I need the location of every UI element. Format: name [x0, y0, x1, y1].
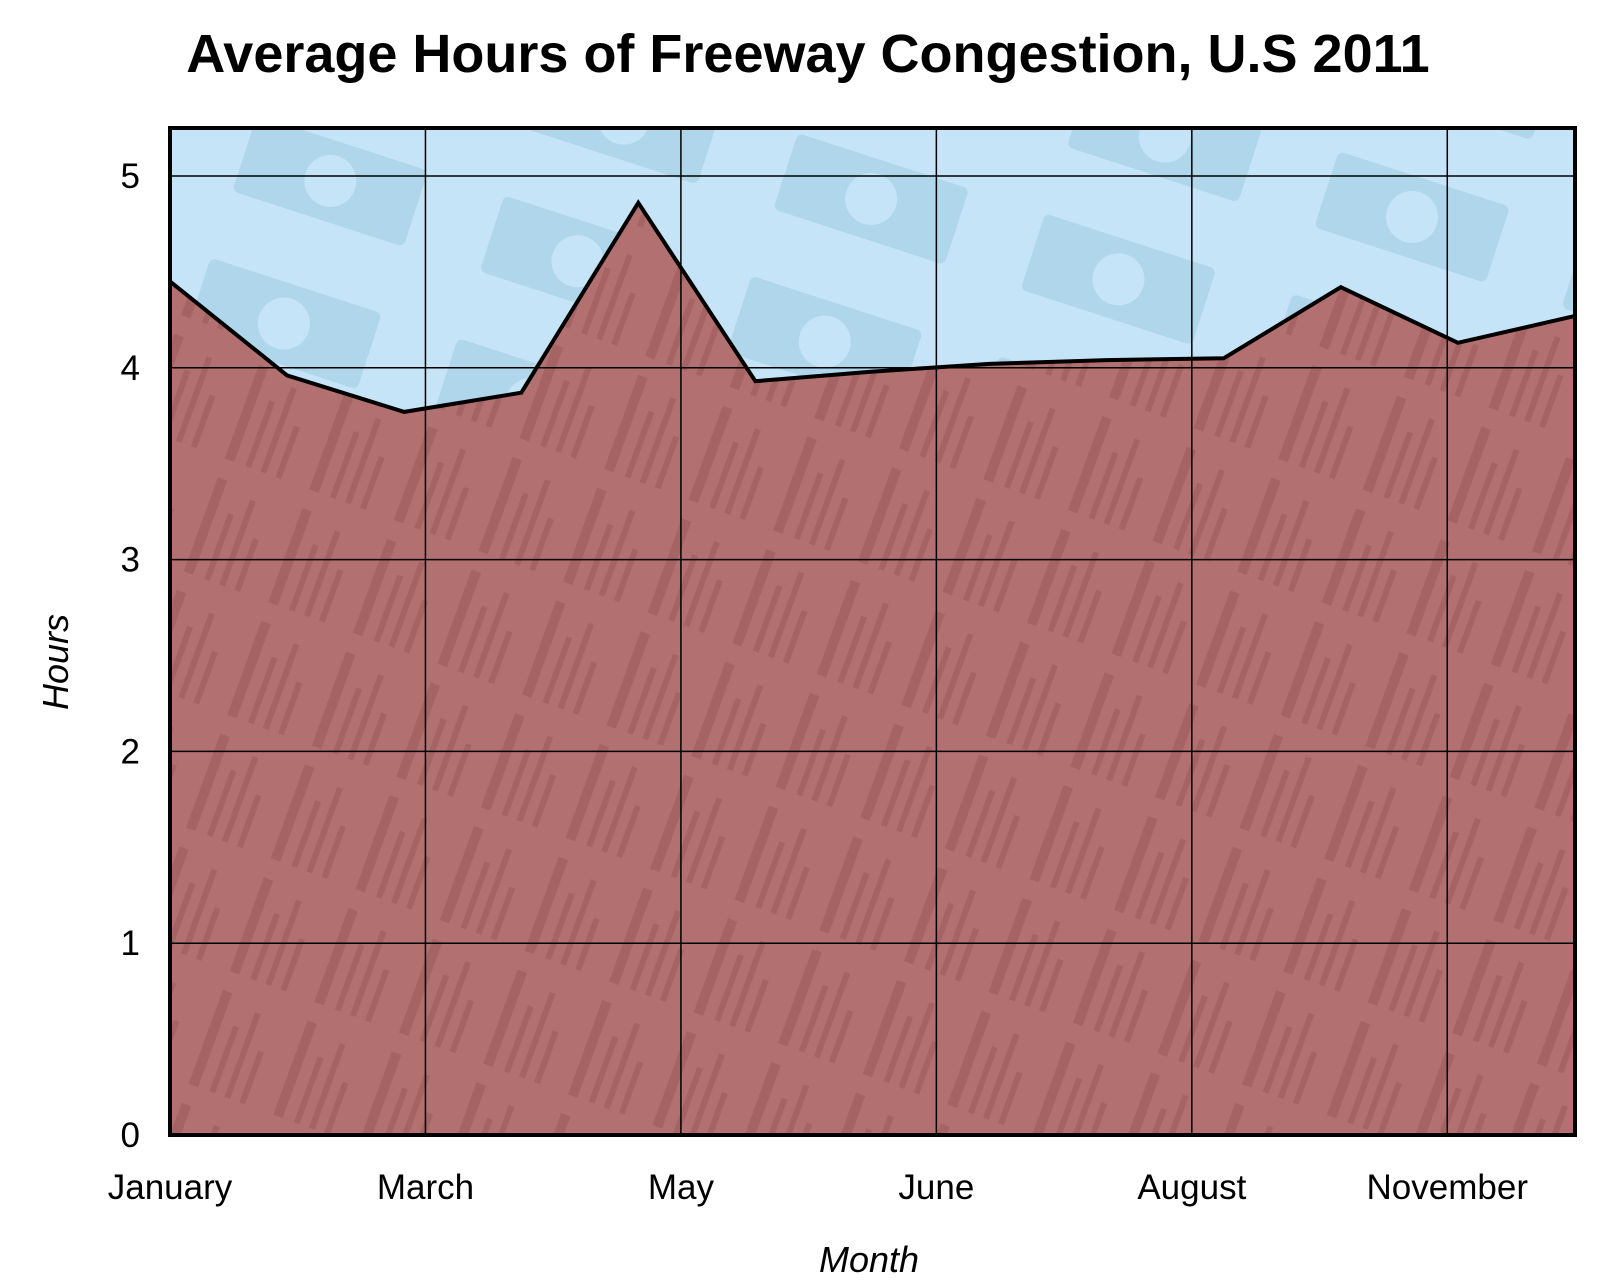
y-tick-label: 0 [121, 1116, 140, 1155]
y-axis-label: Hours [35, 614, 76, 710]
x-tick-label: November [1367, 1168, 1529, 1207]
x-tick-label: June [898, 1168, 974, 1207]
x-tick-label: March [377, 1168, 474, 1207]
x-tick-label: August [1137, 1168, 1246, 1207]
plot-area [170, 128, 1575, 1135]
y-axis-ticks: 0 1 2 3 4 5 [121, 157, 140, 1155]
y-tick-label: 4 [121, 349, 140, 388]
y-tick-label: 1 [121, 924, 140, 963]
y-tick-label: 2 [121, 732, 140, 771]
chart-title: Average Hours of Freeway Congestion, U.S… [186, 24, 1429, 84]
x-axis-label: Month [819, 1239, 919, 1280]
area-texture [170, 202, 1575, 1135]
series-line [170, 199, 1575, 414]
x-tick-label: May [648, 1168, 715, 1207]
x-tick-label: January [108, 1168, 233, 1207]
grid-lines [170, 128, 1575, 1135]
x-axis-ticks: January March May June August November [108, 1168, 1529, 1207]
y-tick-label: 5 [121, 157, 140, 196]
plot-frame [168, 126, 1577, 1137]
y-tick-label: 3 [121, 541, 140, 580]
